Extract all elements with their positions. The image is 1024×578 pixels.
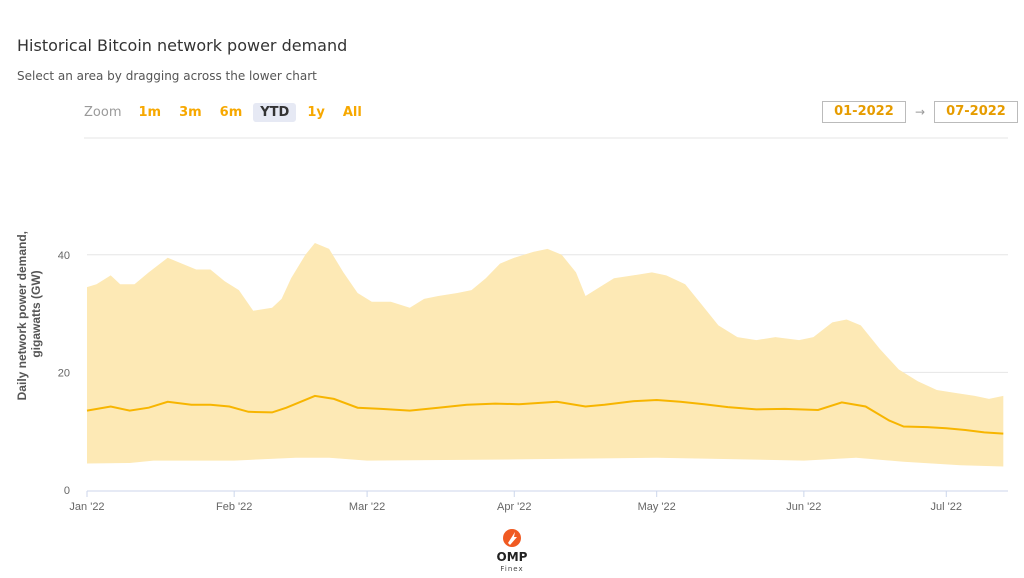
logo-subtext: Finex bbox=[500, 565, 523, 573]
y-tick-label: 0 bbox=[64, 485, 70, 497]
x-axis: Jan '22 Feb '22 Mar '22 Apr '22 May '22 Jun '… bbox=[69, 490, 1008, 513]
y-axis-label: Daily network power demand, gigawatts (G… bbox=[15, 228, 43, 401]
zoom-ytd-button[interactable]: YTD bbox=[253, 103, 297, 122]
x-tick-label: May '22 bbox=[638, 501, 676, 513]
y-axis-label-line-2: gigawatts (GW) bbox=[29, 270, 43, 357]
x-tick-label: Jan '22 bbox=[69, 501, 104, 513]
zoom-3m-button[interactable]: 3m bbox=[179, 105, 202, 120]
range-from-input[interactable]: 01-2022 bbox=[821, 101, 906, 123]
x-tick-label: Jul '22 bbox=[931, 501, 962, 513]
y-tick-label: 20 bbox=[58, 367, 70, 379]
chart-subtitle: Select an area by dragging across the lo… bbox=[17, 69, 317, 83]
zoom-all-button[interactable]: All bbox=[342, 105, 362, 120]
zoom-bar: Zoom 1m 3m 6m YTD 1y All bbox=[84, 103, 373, 122]
zoom-6m-button[interactable]: 6m bbox=[219, 105, 243, 120]
logo-text: OMP bbox=[497, 550, 528, 564]
y-tick-label: 40 bbox=[58, 250, 70, 262]
y-axis-label-line-1: Daily network power demand, bbox=[15, 231, 29, 400]
x-tick-label: Feb '22 bbox=[216, 501, 252, 513]
estimate-series-line bbox=[86, 394, 1004, 435]
range-band-area bbox=[87, 243, 1004, 467]
zoom-1y-button[interactable]: 1y bbox=[307, 105, 325, 120]
x-tick-label: Mar '22 bbox=[349, 501, 385, 513]
chart-title: Historical Bitcoin network power demand bbox=[17, 36, 348, 55]
logo-bolt-icon bbox=[508, 532, 517, 545]
x-tick-label: Jun '22 bbox=[786, 501, 821, 513]
range-arrow-icon: → bbox=[914, 105, 925, 119]
zoom-label: Zoom bbox=[84, 105, 122, 120]
zoom-1m-button[interactable]: 1m bbox=[138, 105, 162, 120]
x-tick-label: Apr '22 bbox=[497, 501, 532, 513]
date-range-selector: 01-2022 → 07-2022 bbox=[821, 101, 1018, 123]
omp-finex-logo: OMP Finex bbox=[493, 528, 531, 574]
range-to-input[interactable]: 07-2022 bbox=[934, 101, 1018, 123]
y-axis-tick-labels: 0 20 40 bbox=[58, 250, 70, 497]
